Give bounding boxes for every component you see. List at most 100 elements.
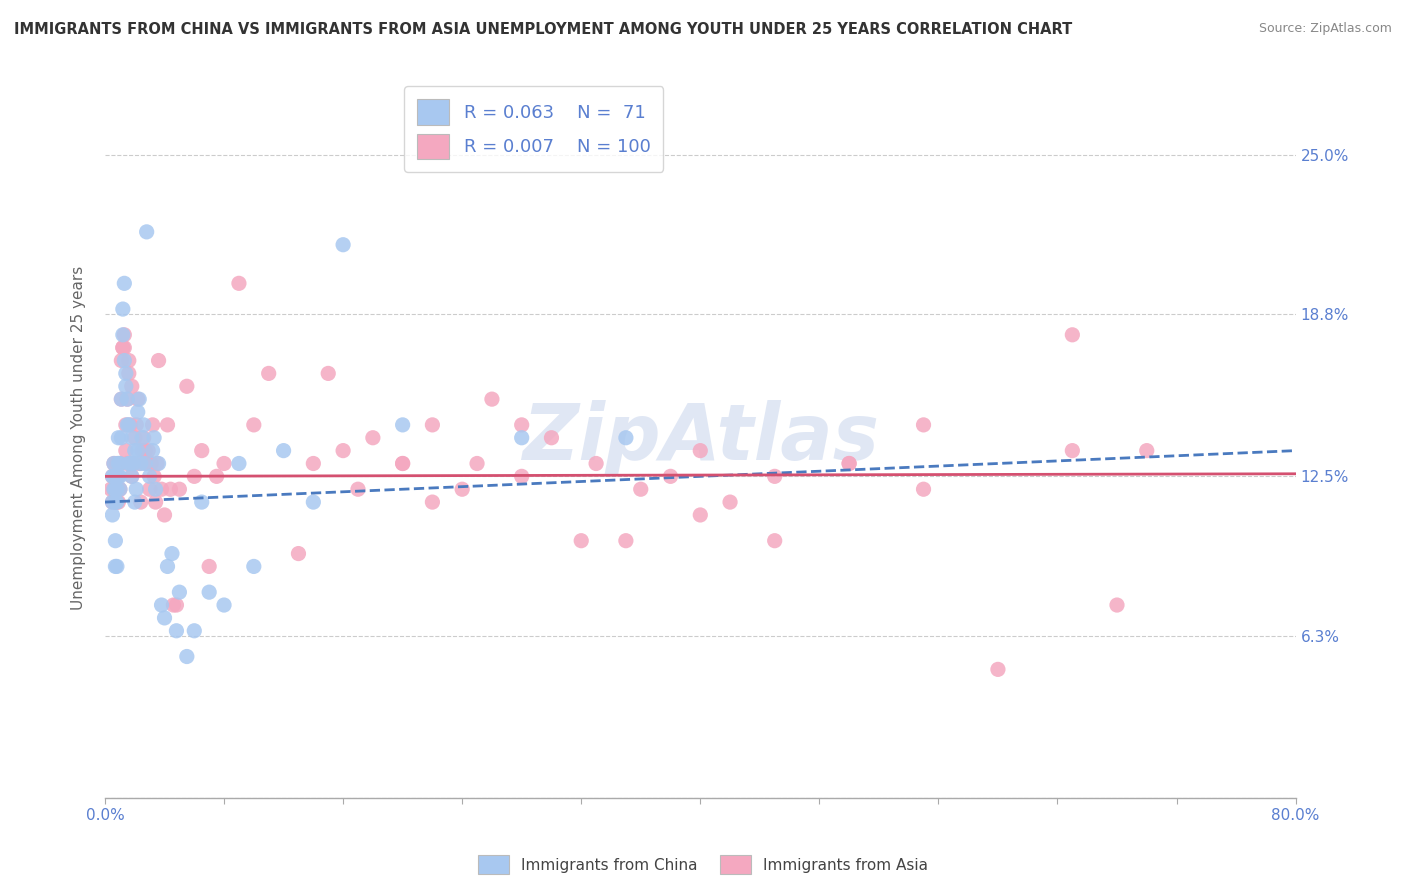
- Point: [302, 495, 325, 509]
- Point: [243, 559, 266, 574]
- Y-axis label: Unemployment Among Youth under 25 years: Unemployment Among Youth under 25 years: [72, 266, 86, 610]
- Point: [391, 457, 413, 471]
- Point: [689, 508, 711, 522]
- Point: [153, 508, 176, 522]
- Point: [763, 469, 786, 483]
- Point: [111, 327, 134, 342]
- Point: [127, 443, 149, 458]
- Point: [228, 457, 250, 471]
- Legend: Immigrants from China, Immigrants from Asia: Immigrants from China, Immigrants from A…: [472, 849, 934, 880]
- Point: [139, 457, 162, 471]
- Point: [156, 559, 179, 574]
- Point: [110, 392, 132, 406]
- Point: [138, 482, 160, 496]
- Point: [1062, 443, 1084, 458]
- Point: [122, 457, 145, 471]
- Point: [763, 533, 786, 548]
- Point: [510, 431, 533, 445]
- Point: [118, 417, 141, 432]
- Point: [111, 341, 134, 355]
- Point: [332, 237, 354, 252]
- Point: [112, 341, 135, 355]
- Point: [107, 457, 129, 471]
- Point: [114, 417, 136, 432]
- Point: [118, 457, 141, 471]
- Text: Source: ZipAtlas.com: Source: ZipAtlas.com: [1258, 22, 1392, 36]
- Point: [131, 431, 153, 445]
- Point: [127, 392, 149, 406]
- Point: [176, 649, 198, 664]
- Point: [273, 443, 295, 458]
- Point: [138, 469, 160, 483]
- Point: [912, 417, 935, 432]
- Point: [1136, 443, 1159, 458]
- Point: [205, 469, 228, 483]
- Point: [107, 495, 129, 509]
- Point: [131, 443, 153, 458]
- Point: [104, 533, 127, 548]
- Point: [465, 457, 488, 471]
- Point: [198, 585, 221, 599]
- Point: [150, 482, 173, 496]
- Point: [142, 443, 165, 458]
- Point: [316, 367, 339, 381]
- Point: [159, 482, 181, 496]
- Text: IMMIGRANTS FROM CHINA VS IMMIGRANTS FROM ASIA UNEMPLOYMENT AMONG YOUTH UNDER 25 : IMMIGRANTS FROM CHINA VS IMMIGRANTS FROM…: [14, 22, 1073, 37]
- Point: [143, 469, 166, 483]
- Point: [108, 482, 131, 496]
- Point: [105, 482, 128, 496]
- Point: [104, 495, 127, 509]
- Point: [132, 431, 155, 445]
- Point: [838, 457, 860, 471]
- Point: [142, 417, 165, 432]
- Point: [156, 417, 179, 432]
- Point: [120, 417, 142, 432]
- Point: [422, 417, 444, 432]
- Point: [1062, 327, 1084, 342]
- Point: [104, 482, 127, 496]
- Point: [118, 353, 141, 368]
- Point: [162, 598, 184, 612]
- Point: [103, 457, 125, 471]
- Point: [114, 443, 136, 458]
- Point: [104, 469, 127, 483]
- Text: ZipAtlas: ZipAtlas: [522, 400, 879, 475]
- Point: [287, 547, 309, 561]
- Point: [190, 443, 212, 458]
- Point: [569, 533, 592, 548]
- Point: [103, 482, 125, 496]
- Point: [198, 559, 221, 574]
- Point: [101, 469, 124, 483]
- Point: [134, 457, 156, 471]
- Point: [183, 469, 205, 483]
- Point: [153, 611, 176, 625]
- Point: [125, 417, 148, 432]
- Point: [391, 417, 413, 432]
- Point: [689, 443, 711, 458]
- Point: [143, 431, 166, 445]
- Point: [183, 624, 205, 638]
- Point: [108, 469, 131, 483]
- Point: [103, 482, 125, 496]
- Point: [101, 495, 124, 509]
- Point: [614, 431, 637, 445]
- Point: [212, 457, 235, 471]
- Point: [212, 598, 235, 612]
- Point: [110, 431, 132, 445]
- Point: [108, 482, 131, 496]
- Point: [510, 417, 533, 432]
- Point: [101, 495, 124, 509]
- Point: [117, 392, 139, 406]
- Point: [121, 379, 143, 393]
- Point: [117, 457, 139, 471]
- Point: [148, 353, 170, 368]
- Point: [111, 301, 134, 316]
- Point: [136, 443, 159, 458]
- Point: [510, 469, 533, 483]
- Point: [117, 392, 139, 406]
- Point: [104, 495, 127, 509]
- Point: [121, 469, 143, 483]
- Point: [112, 277, 135, 291]
- Point: [481, 392, 503, 406]
- Point: [114, 379, 136, 393]
